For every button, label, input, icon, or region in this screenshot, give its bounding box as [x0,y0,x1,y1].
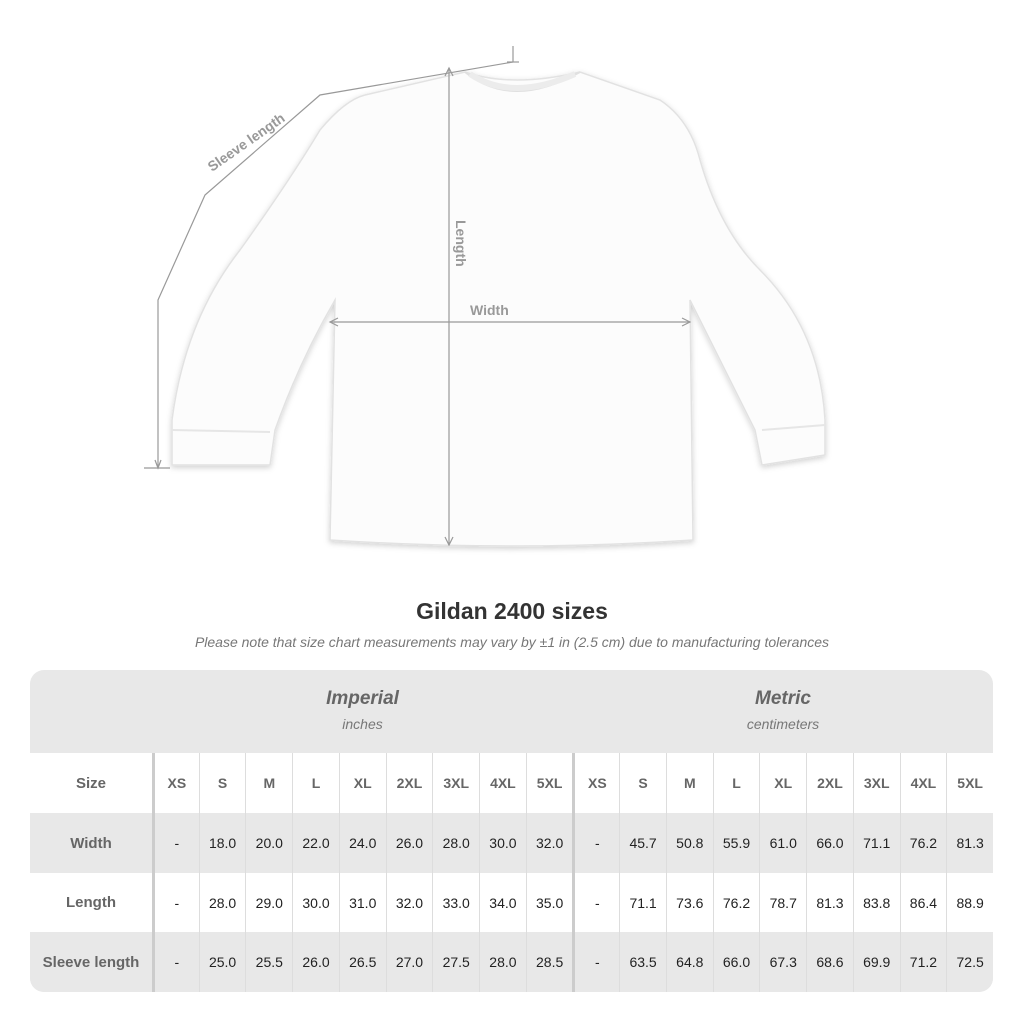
size-header-3xl: 3XL [432,753,480,813]
shirt-illustration [171,71,826,547]
imperial-value: 28.5 [525,932,573,992]
size-header-3xl: 3XL [852,753,900,813]
size-header-label: Size [30,753,152,813]
imperial-value: 28.0 [432,813,480,873]
imperial-value: 26.0 [385,813,433,873]
imperial-value: - [152,873,199,932]
page-title: Gildan 2400 sizes [416,598,608,624]
metric-value: 76.2 [899,813,947,873]
imperial-value: 32.0 [385,873,433,932]
metric-value: 66.0 [712,932,760,992]
metric-value: 69.9 [852,932,900,992]
metric-value: 68.6 [806,932,853,992]
size-header-4xl: 4XL [899,753,947,813]
metric-value: 64.8 [665,932,713,992]
measurement-lines [144,46,692,547]
sleeve-length-label: Sleeve length [205,110,288,175]
metric-value: - [572,873,620,932]
size-header-s: S [198,753,246,813]
size-header-2xl: 2XL [806,753,853,813]
metric-value: 71.2 [899,932,947,992]
metric-value: 71.1 [619,873,666,932]
size-header-s: S [619,753,666,813]
size-header-m: M [665,753,713,813]
row-label: Sleeve length [30,932,152,992]
metric-value: 66.0 [806,813,853,873]
imperial-unit: inches [342,716,383,732]
size-grid: Size XS S M L XL 2XL 3XL 4XL 5XL XS S M L XL 2XL 3XL 4XL 5… [30,753,993,992]
row-label: Length [30,873,152,932]
imperial-value: 20.0 [245,813,293,873]
imperial-value: 27.0 [385,932,433,992]
imperial-value: - [152,932,199,992]
shirt-diagram: Sleeve length Length Width [144,46,826,547]
size-header-l: L [292,753,339,813]
imperial-value: 30.0 [292,873,339,932]
size-header-2xl: 2XL [385,753,433,813]
tolerance-note: Please note that size chart measurements… [194,634,830,650]
size-header-xs: XS [572,753,620,813]
metric-value: 73.6 [665,873,713,932]
metric-value: 78.7 [759,873,807,932]
imperial-value: 26.5 [338,932,386,992]
size-header-5xl: 5XL [946,753,993,813]
imperial-value: 18.0 [198,813,246,873]
metric-header: Metric centimeters [573,670,993,753]
metric-value: 45.7 [619,813,666,873]
imperial-value: 27.5 [432,932,480,992]
length-label: Length [453,220,469,267]
imperial-value: 32.0 [525,813,573,873]
metric-unit: centimeters [746,716,820,732]
metric-value: 81.3 [946,813,993,873]
metric-value: 76.2 [712,873,760,932]
width-label: Width [470,302,509,318]
metric-value: 83.8 [852,873,900,932]
imperial-value: 26.0 [292,932,339,992]
imperial-value: 25.5 [245,932,293,992]
imperial-title: Imperial [326,688,399,709]
metric-title: Metric [755,688,811,709]
imperial-value: 24.0 [338,813,386,873]
metric-value: 61.0 [759,813,807,873]
row-label: Width [30,813,152,873]
imperial-value: 28.0 [198,873,246,932]
size-header-xl: XL [338,753,386,813]
metric-value: 72.5 [946,932,993,992]
metric-value: 86.4 [899,873,947,932]
metric-value: 50.8 [665,813,713,873]
metric-value: 81.3 [806,873,853,932]
metric-value: 67.3 [759,932,807,992]
imperial-value: 25.0 [198,932,246,992]
size-header-4xl: 4XL [479,753,526,813]
metric-value: 88.9 [946,873,993,932]
imperial-value: 31.0 [338,873,386,932]
size-header-xl: XL [759,753,807,813]
metric-value: 71.1 [852,813,900,873]
imperial-value: 22.0 [292,813,339,873]
metric-value: 63.5 [619,932,666,992]
imperial-value: 28.0 [479,932,526,992]
imperial-header: Imperial inches [152,670,573,753]
imperial-value: 35.0 [525,873,573,932]
size-header-5xl: 5XL [525,753,573,813]
size-header-l: L [712,753,760,813]
imperial-value: 30.0 [479,813,526,873]
metric-value: - [572,932,620,992]
size-header-xs: XS [152,753,199,813]
imperial-value: 34.0 [479,873,526,932]
metric-value: - [572,813,620,873]
imperial-value: 33.0 [432,873,480,932]
metric-value: 55.9 [712,813,760,873]
imperial-value: - [152,813,199,873]
imperial-value: 29.0 [245,873,293,932]
size-header-m: M [245,753,293,813]
size-table: Imperial inches Metric centimeters Size X… [30,670,993,992]
